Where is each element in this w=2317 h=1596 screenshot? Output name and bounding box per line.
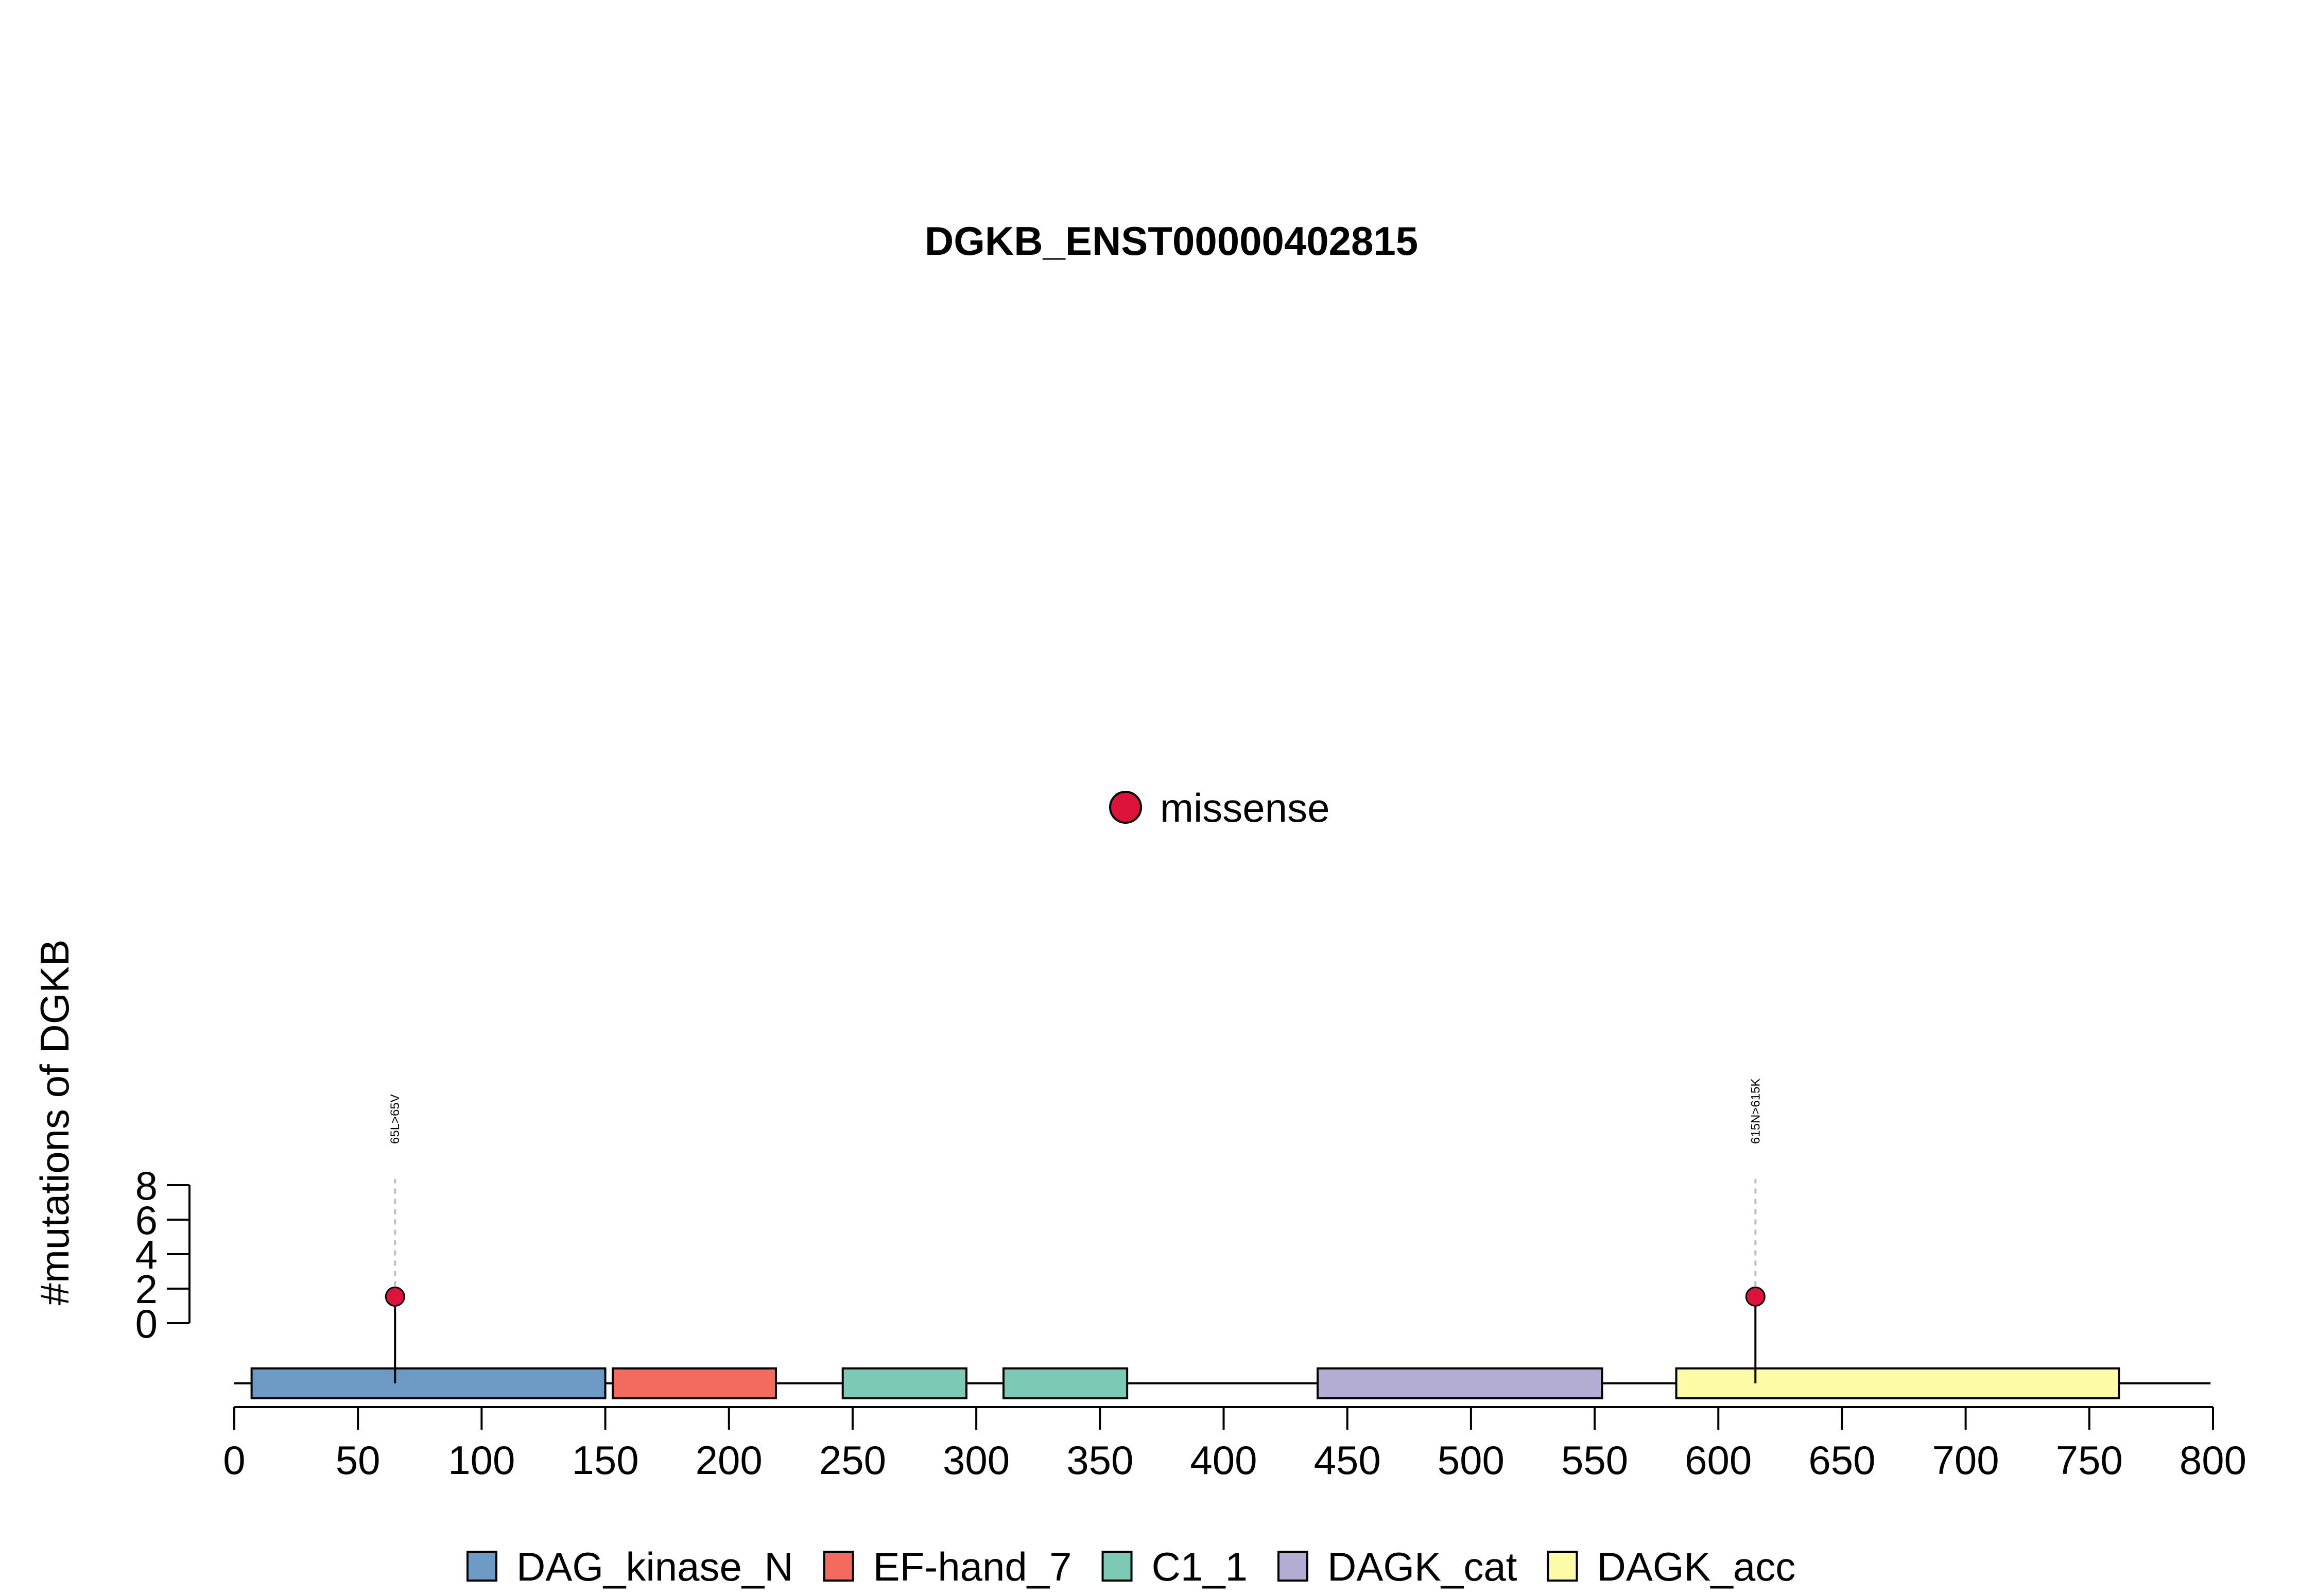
- x-tick-label-650: 650: [1808, 1437, 1875, 1483]
- mutation-legend-dot: [1109, 791, 1142, 824]
- x-tick-label-800: 800: [2180, 1437, 2246, 1483]
- y-tick-label-4: 4: [135, 1232, 158, 1277]
- chart-title: DGKB_ENST00000402815: [925, 218, 1418, 264]
- domain-boxes: [250, 1367, 2120, 1399]
- domain-ef-hand-7-1: [611, 1367, 777, 1399]
- x-tick-label-400: 400: [1190, 1437, 1257, 1483]
- mutation-head-65: [385, 1287, 405, 1307]
- y-tick-label-2: 2: [135, 1267, 158, 1312]
- x-tick-label-500: 500: [1438, 1437, 1505, 1483]
- legend-swatch-dag-kinase-n: [466, 1551, 497, 1582]
- domain-dagk-cat-4: [1317, 1367, 1603, 1399]
- legend-label-dagk-acc: DAGK_acc: [1597, 1544, 1795, 1589]
- legend-label-dag-kinase-n: DAG_kinase_N: [516, 1544, 793, 1589]
- domain-legend: DAG_kinase_N EF-hand_7 C1_1 DAGK_cat DAGK_ac…: [466, 1544, 1795, 1589]
- legend-label-ef-hand-7: EF-hand_7: [873, 1544, 1072, 1589]
- legend-label-dagk-cat: DAGK_cat: [1327, 1544, 1517, 1589]
- x-tick-label-700: 700: [1932, 1437, 1999, 1483]
- y-axis-label: #mutations of DGKB: [32, 940, 77, 1306]
- x-tick-label-300: 300: [943, 1437, 1010, 1483]
- legend-label-c1-1: C1_1: [1152, 1544, 1248, 1589]
- mutation-label-65: 65L>65V: [388, 1094, 402, 1144]
- domain-c1-1-3: [1002, 1367, 1129, 1399]
- domain-c1-1-2: [841, 1367, 967, 1399]
- domain-dag-kinase-n-0: [250, 1367, 607, 1399]
- x-tick-label-750: 750: [2056, 1437, 2123, 1483]
- x-tick-label-200: 200: [696, 1437, 763, 1483]
- x-tick-label-450: 450: [1314, 1437, 1381, 1483]
- mutation-lollipops: 65L>65V 615N>615K: [385, 1079, 1766, 1383]
- x-tick-label-50: 50: [336, 1437, 381, 1483]
- x-tick-label-350: 350: [1066, 1437, 1133, 1483]
- legend-swatch-dagk-acc: [1547, 1551, 1578, 1582]
- x-tick-label-0: 0: [223, 1437, 245, 1483]
- domain-dagk-acc-5: [1675, 1367, 2120, 1399]
- x-tick-label-550: 550: [1561, 1437, 1628, 1483]
- mutation-legend-label: missense: [1160, 785, 1329, 830]
- legend-swatch-c1-1: [1101, 1551, 1133, 1582]
- y-tick-label-0: 0: [135, 1301, 158, 1346]
- mutation-label-615: 615N>615K: [1749, 1079, 1762, 1144]
- mutation-legend: missense: [1109, 785, 1329, 830]
- legend-swatch-dagk-cat: [1277, 1551, 1308, 1582]
- x-tick-label-250: 250: [819, 1437, 886, 1483]
- mutation-head-615: [1745, 1287, 1766, 1307]
- y-tick-label-6: 6: [135, 1198, 158, 1243]
- legend-swatch-ef-hand-7: [823, 1551, 854, 1582]
- x-tick-label-100: 100: [448, 1437, 515, 1483]
- x-tick-label-150: 150: [572, 1437, 638, 1483]
- x-axis: 0 50 100 150 200 250 300 350 400 450 500 550 600 650 7…: [223, 1406, 2246, 1483]
- y-tick-label-8: 8: [135, 1163, 158, 1208]
- x-tick-label-600: 600: [1685, 1437, 1752, 1483]
